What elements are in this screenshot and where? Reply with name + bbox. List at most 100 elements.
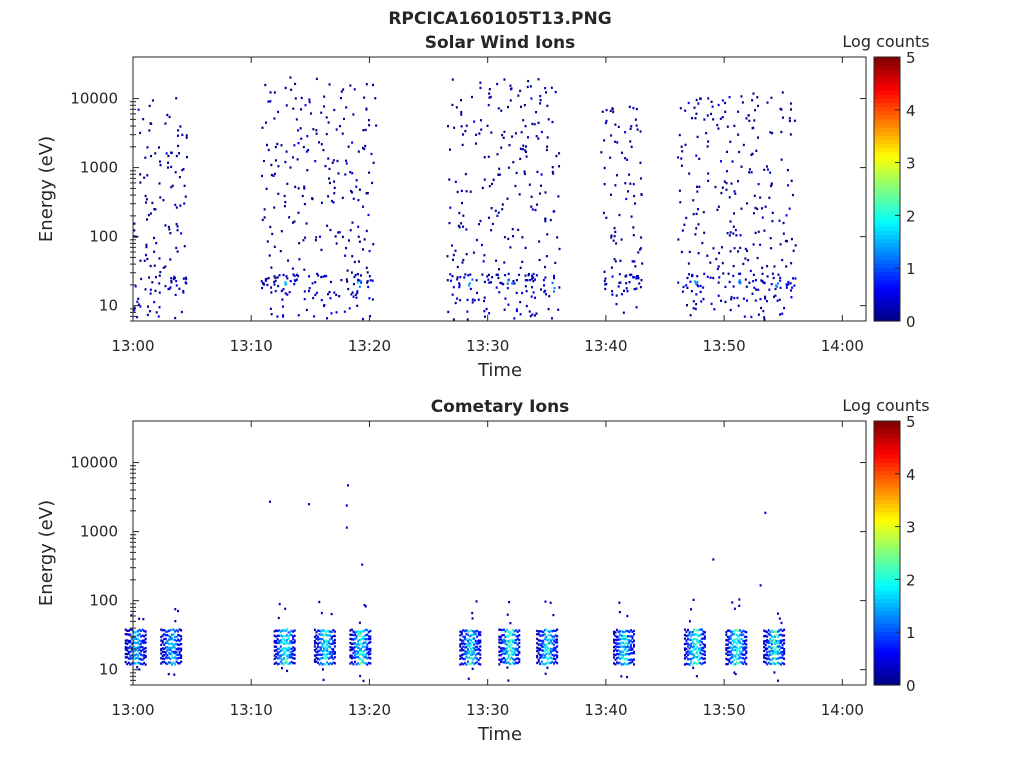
data-cell bbox=[730, 182, 733, 185]
data-cell bbox=[547, 307, 550, 311]
data-cell bbox=[266, 143, 268, 147]
data-cell bbox=[330, 662, 333, 666]
data-cell bbox=[127, 657, 130, 660]
data-cell bbox=[353, 656, 356, 659]
data-cell bbox=[273, 657, 276, 661]
data-cell bbox=[185, 282, 188, 285]
data-cell bbox=[367, 661, 370, 665]
data-cell bbox=[554, 646, 557, 650]
data-cell bbox=[730, 295, 733, 299]
data-cell bbox=[465, 655, 468, 659]
data-cell bbox=[526, 136, 529, 139]
data-cell bbox=[174, 316, 177, 320]
data-cell bbox=[532, 291, 535, 294]
data-cell bbox=[772, 638, 775, 641]
data-cell bbox=[739, 650, 742, 653]
data-cell bbox=[170, 151, 173, 154]
data-cell bbox=[773, 265, 776, 268]
data-cell bbox=[474, 653, 477, 657]
data-cell bbox=[733, 633, 735, 636]
data-cell bbox=[690, 652, 693, 655]
data-cell bbox=[625, 629, 628, 633]
colorbar-segment bbox=[874, 540, 900, 546]
data-cell bbox=[545, 91, 548, 94]
data-cell bbox=[138, 628, 141, 632]
data-cell bbox=[694, 652, 697, 655]
data-cell bbox=[164, 651, 167, 654]
data-cell bbox=[323, 274, 326, 278]
data-cell bbox=[539, 630, 542, 633]
figure-title: RPCICA160105T13.PNG bbox=[388, 9, 611, 29]
data-cell bbox=[327, 652, 330, 656]
data-cell bbox=[451, 78, 454, 81]
data-cell bbox=[466, 633, 469, 636]
data-cell bbox=[703, 650, 706, 653]
data-cell bbox=[775, 657, 778, 660]
data-cell bbox=[690, 630, 693, 634]
data-cell bbox=[181, 133, 184, 137]
data-cell bbox=[349, 84, 352, 87]
colorbar-tick-label: 5 bbox=[906, 49, 916, 67]
data-cell bbox=[620, 634, 623, 637]
data-cell bbox=[638, 282, 641, 285]
data-cell bbox=[464, 129, 467, 133]
data-cell bbox=[788, 207, 791, 210]
data-cell bbox=[716, 267, 719, 271]
data-cell bbox=[772, 650, 775, 653]
data-cell bbox=[278, 654, 281, 657]
data-cell bbox=[738, 604, 741, 607]
data-cell bbox=[323, 662, 326, 666]
colorbar-segment bbox=[874, 445, 900, 451]
data-cell bbox=[466, 318, 469, 321]
data-cell bbox=[700, 648, 703, 652]
data-cell bbox=[551, 649, 554, 652]
data-cell bbox=[733, 641, 735, 644]
data-cell bbox=[527, 274, 530, 277]
data-cell bbox=[284, 642, 287, 646]
data-cell bbox=[174, 650, 177, 654]
data-cell bbox=[501, 133, 504, 137]
data-cell bbox=[144, 663, 147, 666]
data-cell bbox=[772, 635, 775, 638]
data-cell bbox=[743, 642, 746, 645]
data-cell bbox=[632, 629, 635, 633]
data-cell bbox=[742, 653, 745, 656]
data-cell bbox=[164, 634, 167, 637]
data-cell bbox=[703, 637, 706, 640]
data-cell bbox=[459, 654, 462, 657]
data-cell bbox=[516, 643, 519, 646]
data-cell bbox=[290, 629, 293, 632]
data-cell bbox=[740, 653, 743, 656]
data-cell bbox=[355, 296, 358, 299]
data-cell bbox=[315, 660, 318, 663]
data-cell bbox=[177, 129, 180, 132]
data-cell bbox=[549, 641, 552, 644]
data-cell bbox=[543, 646, 546, 649]
data-cell bbox=[632, 182, 635, 186]
data-cell bbox=[290, 641, 293, 645]
data-cell bbox=[496, 273, 499, 276]
data-cell bbox=[180, 647, 183, 650]
data-cell bbox=[160, 652, 163, 655]
data-cell bbox=[504, 630, 507, 633]
data-cell bbox=[640, 236, 643, 239]
data-cell bbox=[150, 122, 153, 125]
data-cell bbox=[790, 262, 793, 265]
data-cell bbox=[129, 628, 132, 631]
colorbar-tick-label: 5 bbox=[906, 413, 916, 431]
data-cell bbox=[506, 197, 509, 200]
data-cell bbox=[180, 654, 183, 657]
data-cell bbox=[510, 653, 513, 656]
data-cell bbox=[693, 661, 696, 664]
data-cell bbox=[129, 641, 132, 644]
peak-cell bbox=[358, 285, 361, 288]
data-cell bbox=[712, 247, 715, 250]
data-cell bbox=[736, 657, 739, 661]
data-cell bbox=[349, 170, 352, 174]
colorbar-segment bbox=[874, 164, 900, 169]
data-cell bbox=[299, 127, 302, 130]
data-cell bbox=[366, 628, 369, 632]
data-cell bbox=[626, 158, 629, 161]
colorbar-segment bbox=[874, 139, 900, 145]
data-cell bbox=[546, 642, 549, 645]
